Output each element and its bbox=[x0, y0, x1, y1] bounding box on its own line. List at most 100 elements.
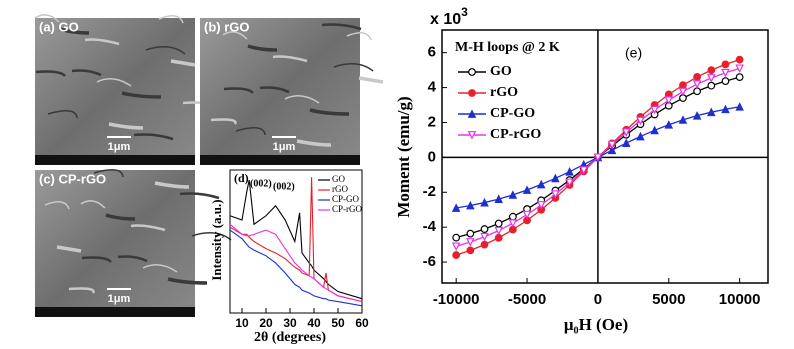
point bbox=[480, 225, 489, 233]
plot-frame bbox=[229, 169, 363, 314]
point bbox=[551, 173, 560, 183]
point bbox=[721, 60, 730, 69]
x-axis-label: μ₀H (Oe) bbox=[564, 315, 628, 334]
sem-footer bbox=[200, 155, 360, 165]
point bbox=[466, 238, 475, 247]
panel-label: (d) bbox=[234, 171, 249, 185]
annotation: (002) bbox=[250, 178, 272, 189]
y-axis-label: Intensity (a.u.) bbox=[209, 199, 224, 280]
point bbox=[707, 74, 716, 83]
point bbox=[494, 226, 503, 236]
sem-texture bbox=[121, 91, 162, 99]
sem-texture bbox=[222, 31, 248, 40]
point bbox=[735, 64, 744, 74]
point bbox=[607, 140, 617, 150]
sem-texture bbox=[346, 32, 372, 41]
point bbox=[466, 229, 475, 238]
point bbox=[692, 111, 702, 120]
sem-texture bbox=[358, 76, 384, 84]
y-tick-label: 6 bbox=[428, 44, 436, 61]
point bbox=[480, 232, 489, 242]
sem-texture bbox=[154, 181, 190, 189]
sem-texture bbox=[247, 44, 278, 52]
point bbox=[621, 138, 631, 147]
sem-image bbox=[200, 18, 360, 165]
sem-texture bbox=[259, 86, 290, 94]
point bbox=[494, 233, 503, 242]
x-tick-label: 20 bbox=[259, 316, 273, 330]
x-tick-label: 0 bbox=[594, 291, 602, 308]
y-tick-label: -2 bbox=[423, 183, 436, 200]
panel-label: (c) CP-rGO bbox=[39, 171, 106, 186]
x-tick-label: 10 bbox=[235, 316, 249, 330]
legend-label: rGO bbox=[332, 184, 348, 194]
legend-label: CP-GO bbox=[332, 194, 360, 204]
point bbox=[707, 66, 716, 75]
sem-texture bbox=[108, 122, 144, 130]
point bbox=[494, 219, 503, 228]
sem-texture bbox=[59, 27, 90, 35]
annotation: (002) bbox=[273, 181, 295, 192]
sem-texture bbox=[44, 201, 70, 210]
legend-marker bbox=[468, 89, 476, 97]
sem-texture bbox=[105, 213, 136, 221]
point bbox=[636, 116, 645, 126]
y-tick-label: 2 bbox=[428, 113, 436, 130]
sem-texture bbox=[71, 69, 102, 77]
point bbox=[452, 251, 461, 259]
y-multiplier: x 103 bbox=[430, 5, 468, 28]
series-line bbox=[229, 223, 363, 303]
point bbox=[650, 105, 659, 115]
point bbox=[551, 190, 560, 199]
legend-label: CP-rGO bbox=[490, 127, 541, 142]
y-tick-label: -4 bbox=[423, 218, 437, 235]
x-tick-label: 5000 bbox=[652, 291, 685, 308]
y-axis-label: Moment (emu/g) bbox=[394, 96, 413, 217]
legend-marker bbox=[467, 131, 477, 140]
point bbox=[565, 178, 574, 188]
sem-texture bbox=[235, 127, 266, 136]
y-tick-label: -6 bbox=[423, 253, 436, 270]
x-tick-label: 30 bbox=[283, 316, 297, 330]
sem-image bbox=[35, 170, 195, 317]
point bbox=[664, 120, 674, 129]
scale-label: 1μm bbox=[273, 141, 296, 153]
point bbox=[735, 102, 744, 111]
point bbox=[693, 87, 702, 96]
point bbox=[721, 77, 730, 86]
point bbox=[607, 145, 617, 155]
y-tick-label: 4 bbox=[428, 79, 437, 96]
sem-texture bbox=[142, 264, 178, 273]
sem-texture bbox=[272, 55, 308, 63]
sem-texture bbox=[81, 256, 112, 263]
sem-texture bbox=[309, 108, 350, 116]
series-line bbox=[229, 177, 363, 303]
series-line bbox=[229, 179, 363, 300]
x-tick-label: 10000 bbox=[719, 291, 761, 308]
legend-label: GO bbox=[332, 174, 345, 184]
panel-label: (a) GO bbox=[39, 19, 79, 34]
legend-label: CP-rGO bbox=[332, 204, 363, 214]
sem-texture bbox=[117, 255, 148, 263]
point bbox=[579, 166, 589, 175]
multiplier-exp: 3 bbox=[461, 5, 468, 19]
sem-texture bbox=[68, 287, 95, 294]
point bbox=[621, 128, 631, 137]
point bbox=[508, 190, 518, 199]
sem-texture bbox=[34, 14, 60, 23]
point bbox=[466, 200, 475, 210]
x-tick-label: -10000 bbox=[433, 291, 480, 308]
point bbox=[536, 201, 546, 210]
x-axis-label: 2θ (degrees) bbox=[254, 330, 326, 345]
panel-label: (b) rGO bbox=[204, 19, 250, 34]
sem-texture bbox=[191, 232, 232, 241]
sem-footer bbox=[35, 155, 195, 165]
legend-marker bbox=[467, 109, 477, 118]
point bbox=[522, 210, 532, 220]
point bbox=[721, 104, 730, 114]
scale-label: 1μm bbox=[108, 141, 131, 153]
legend-label: rGO bbox=[490, 85, 518, 100]
x-tick-label: 60 bbox=[355, 316, 369, 330]
point bbox=[650, 125, 659, 135]
